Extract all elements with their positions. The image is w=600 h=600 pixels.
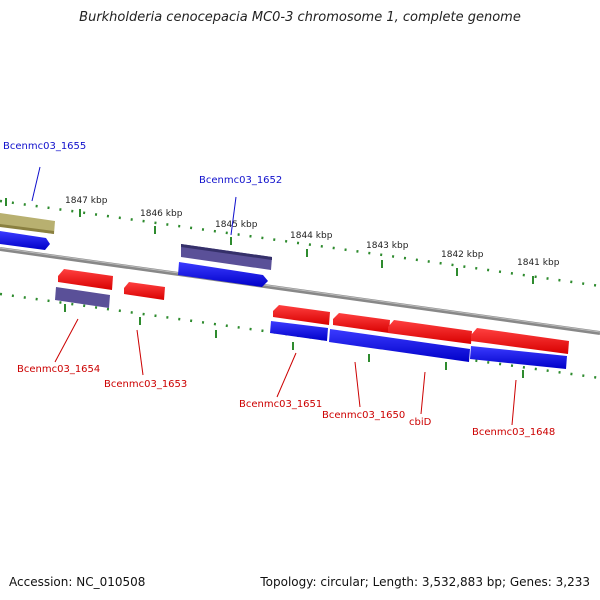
gene-label[interactable]: Bcenmc03_1652 (199, 175, 282, 186)
scale-label: 1843 kbp (366, 241, 409, 251)
gene-bcenmc03-1655-pseudo[interactable] (0, 213, 55, 234)
gene-forward-lower-3[interactable] (470, 346, 567, 369)
gene-reverse-1653[interactable] (124, 282, 165, 300)
gene-label[interactable]: Bcenmc03_1655 (3, 141, 86, 152)
gene-label[interactable]: Bcenmc03_1653 (104, 379, 187, 390)
gene-reverse-1651[interactable] (273, 305, 330, 325)
chromosome-backbone-highlight (0, 247, 600, 333)
topology-label: Topology: circular; Length: 3,532,883 bp… (260, 575, 590, 589)
gene-reverse-1650[interactable] (333, 313, 390, 333)
map-title: Burkholderia cenocepacia MC0-3 chromosom… (79, 10, 521, 25)
gene-bcenmc03-1652-other[interactable] (181, 244, 272, 270)
scale-label: 1847 kbp (65, 196, 108, 206)
leader-bcenmc03-1650 (354, 361, 361, 408)
accession-label: Accession: NC_010508 (9, 575, 146, 589)
scale-label: 1844 kbp (290, 231, 333, 241)
gene-forward-0[interactable] (0, 231, 50, 250)
gene-reverse-1654[interactable] (58, 269, 113, 290)
gene-label[interactable]: Bcenmc03_1654 (17, 364, 100, 375)
leader-bcenmc03-1651 (276, 352, 297, 398)
gene-reverse-1648[interactable] (471, 328, 569, 354)
scale-label: 1842 kbp (441, 250, 484, 260)
leader-bcenmc03-1648 (511, 379, 517, 426)
scale-label: 1845 kbp (215, 220, 258, 230)
gene-label[interactable]: Bcenmc03_1648 (472, 427, 555, 438)
leader-bcenmc03-1653 (136, 329, 144, 376)
scale-label: 1841 kbp (517, 258, 560, 268)
gene-forward-lower-1[interactable] (270, 321, 328, 341)
gene-reverse-cbid[interactable] (388, 320, 472, 344)
gene-forward-lower-2[interactable] (329, 329, 470, 362)
leader-bcenmc03-1652 (230, 196, 237, 236)
leader-bcenmc03-1654 (54, 318, 79, 363)
leader-cbid (420, 371, 426, 415)
upper-tick-guide (0, 199, 600, 288)
gene-label[interactable]: Bcenmc03_1650 (322, 410, 405, 421)
lower-tick-guide (0, 292, 600, 380)
scale-label: 1846 kbp (140, 209, 183, 219)
leader-bcenmc03-1655 (31, 166, 41, 202)
gene-bcenmc03-1652-other-top (181, 244, 272, 260)
gene-label[interactable]: Bcenmc03_1651 (239, 399, 322, 410)
gene-bcenmc03-1654-other[interactable] (55, 287, 110, 308)
gene-forward-1652[interactable] (178, 262, 268, 287)
gene-bcenmc03-1655-pseudo-shade (0, 224, 54, 234)
gene-label[interactable]: cbiD (409, 417, 432, 428)
